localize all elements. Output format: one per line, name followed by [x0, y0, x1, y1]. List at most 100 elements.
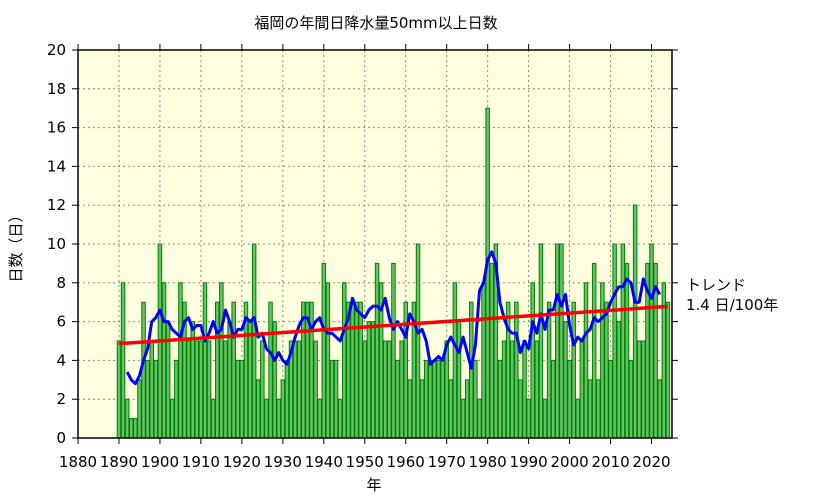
y-tick-label: 4 — [56, 351, 66, 369]
moving-average-line — [125, 250, 662, 386]
y-tick-label: 18 — [47, 80, 66, 98]
bar — [169, 398, 175, 439]
bar — [198, 340, 204, 439]
bar — [153, 359, 159, 439]
bar — [559, 243, 564, 439]
y-tick-label: 2 — [56, 390, 66, 408]
chart-title: 福岡の年間日降水量50mm以上日数 — [254, 14, 497, 32]
bar — [530, 282, 535, 439]
bar — [428, 359, 433, 439]
bar — [620, 243, 626, 439]
bar — [350, 301, 355, 439]
bar — [641, 340, 646, 439]
y-tick-labels: 0 2 4 6 8 10 12 14 16 18 20 — [47, 41, 66, 447]
x-tick-label: 1980 — [469, 453, 507, 471]
bar — [456, 321, 462, 439]
bar — [391, 262, 396, 439]
x-tick-label: 1900 — [141, 453, 179, 471]
bar — [509, 340, 515, 439]
bar — [534, 340, 540, 439]
bar — [235, 359, 241, 439]
bar — [256, 379, 261, 439]
bar — [387, 340, 392, 439]
bar — [317, 398, 322, 439]
bar — [399, 340, 404, 439]
y-tick-label: 14 — [47, 157, 66, 175]
x-tick-label: 1890 — [100, 453, 138, 471]
bar — [329, 359, 335, 439]
bar — [575, 398, 581, 439]
bar — [522, 340, 527, 439]
bar — [632, 204, 638, 439]
bar — [247, 321, 253, 439]
bar — [178, 282, 183, 439]
bar — [616, 321, 621, 439]
bar — [436, 359, 441, 439]
bar — [628, 359, 634, 439]
bar — [419, 379, 425, 439]
bar — [649, 243, 654, 439]
bar — [137, 379, 142, 439]
bar — [448, 379, 454, 439]
bar — [555, 243, 560, 439]
y-tick-label: 12 — [47, 196, 66, 214]
x-tick-label: 1920 — [223, 453, 261, 471]
bar — [370, 321, 376, 439]
bar — [497, 359, 503, 439]
bar — [501, 340, 507, 439]
trend-line — [118, 304, 669, 346]
bar — [296, 340, 302, 439]
x-tick-label: 1990 — [510, 453, 548, 471]
bar — [124, 398, 130, 439]
bar — [415, 243, 421, 439]
x-tick-label: 1960 — [387, 453, 425, 471]
x-tick-label: 2010 — [591, 453, 629, 471]
trend-label: トレンド — [686, 276, 746, 294]
bar — [382, 340, 388, 439]
bar — [481, 282, 486, 439]
bar — [239, 359, 245, 439]
x-tick-label: 1930 — [264, 453, 302, 471]
bar — [251, 243, 257, 439]
bar — [358, 301, 363, 439]
bar — [227, 321, 232, 439]
bar — [636, 340, 642, 439]
bar — [133, 418, 138, 439]
bar — [489, 262, 495, 439]
bar — [596, 379, 601, 439]
bar — [624, 262, 630, 439]
axis-ticks — [72, 44, 678, 444]
x-tick-label: 1880 — [59, 453, 97, 471]
bar — [161, 282, 167, 439]
x-tick-label: 2020 — [632, 453, 670, 471]
bar — [333, 359, 339, 439]
bars — [116, 107, 671, 439]
bar — [563, 321, 568, 439]
bar — [264, 398, 269, 439]
bar — [321, 262, 327, 439]
bar — [538, 243, 544, 439]
bar — [665, 301, 671, 439]
bar — [374, 262, 380, 439]
x-tick-label: 1950 — [346, 453, 384, 471]
y-tick-label: 0 — [56, 429, 66, 447]
trend-value: 1.4 日/100年 — [686, 296, 778, 314]
y-axis-title: 日数（日） — [7, 207, 25, 282]
x-tick-labels: 1880 1890 1900 1910 1920 1930 1940 1950 1960 1970… — [59, 453, 671, 471]
bar — [477, 398, 482, 439]
bar — [423, 359, 429, 439]
bar — [604, 301, 609, 439]
bar — [432, 359, 437, 439]
bar — [145, 359, 150, 439]
bar — [366, 321, 372, 439]
bar — [571, 301, 576, 439]
bar — [231, 301, 236, 439]
bar — [276, 398, 281, 439]
bar — [362, 340, 368, 439]
x-tick-label: 2000 — [550, 453, 588, 471]
y-tick-label: 6 — [56, 313, 66, 331]
bar — [342, 282, 347, 439]
bar — [116, 340, 122, 439]
bar — [608, 359, 613, 439]
